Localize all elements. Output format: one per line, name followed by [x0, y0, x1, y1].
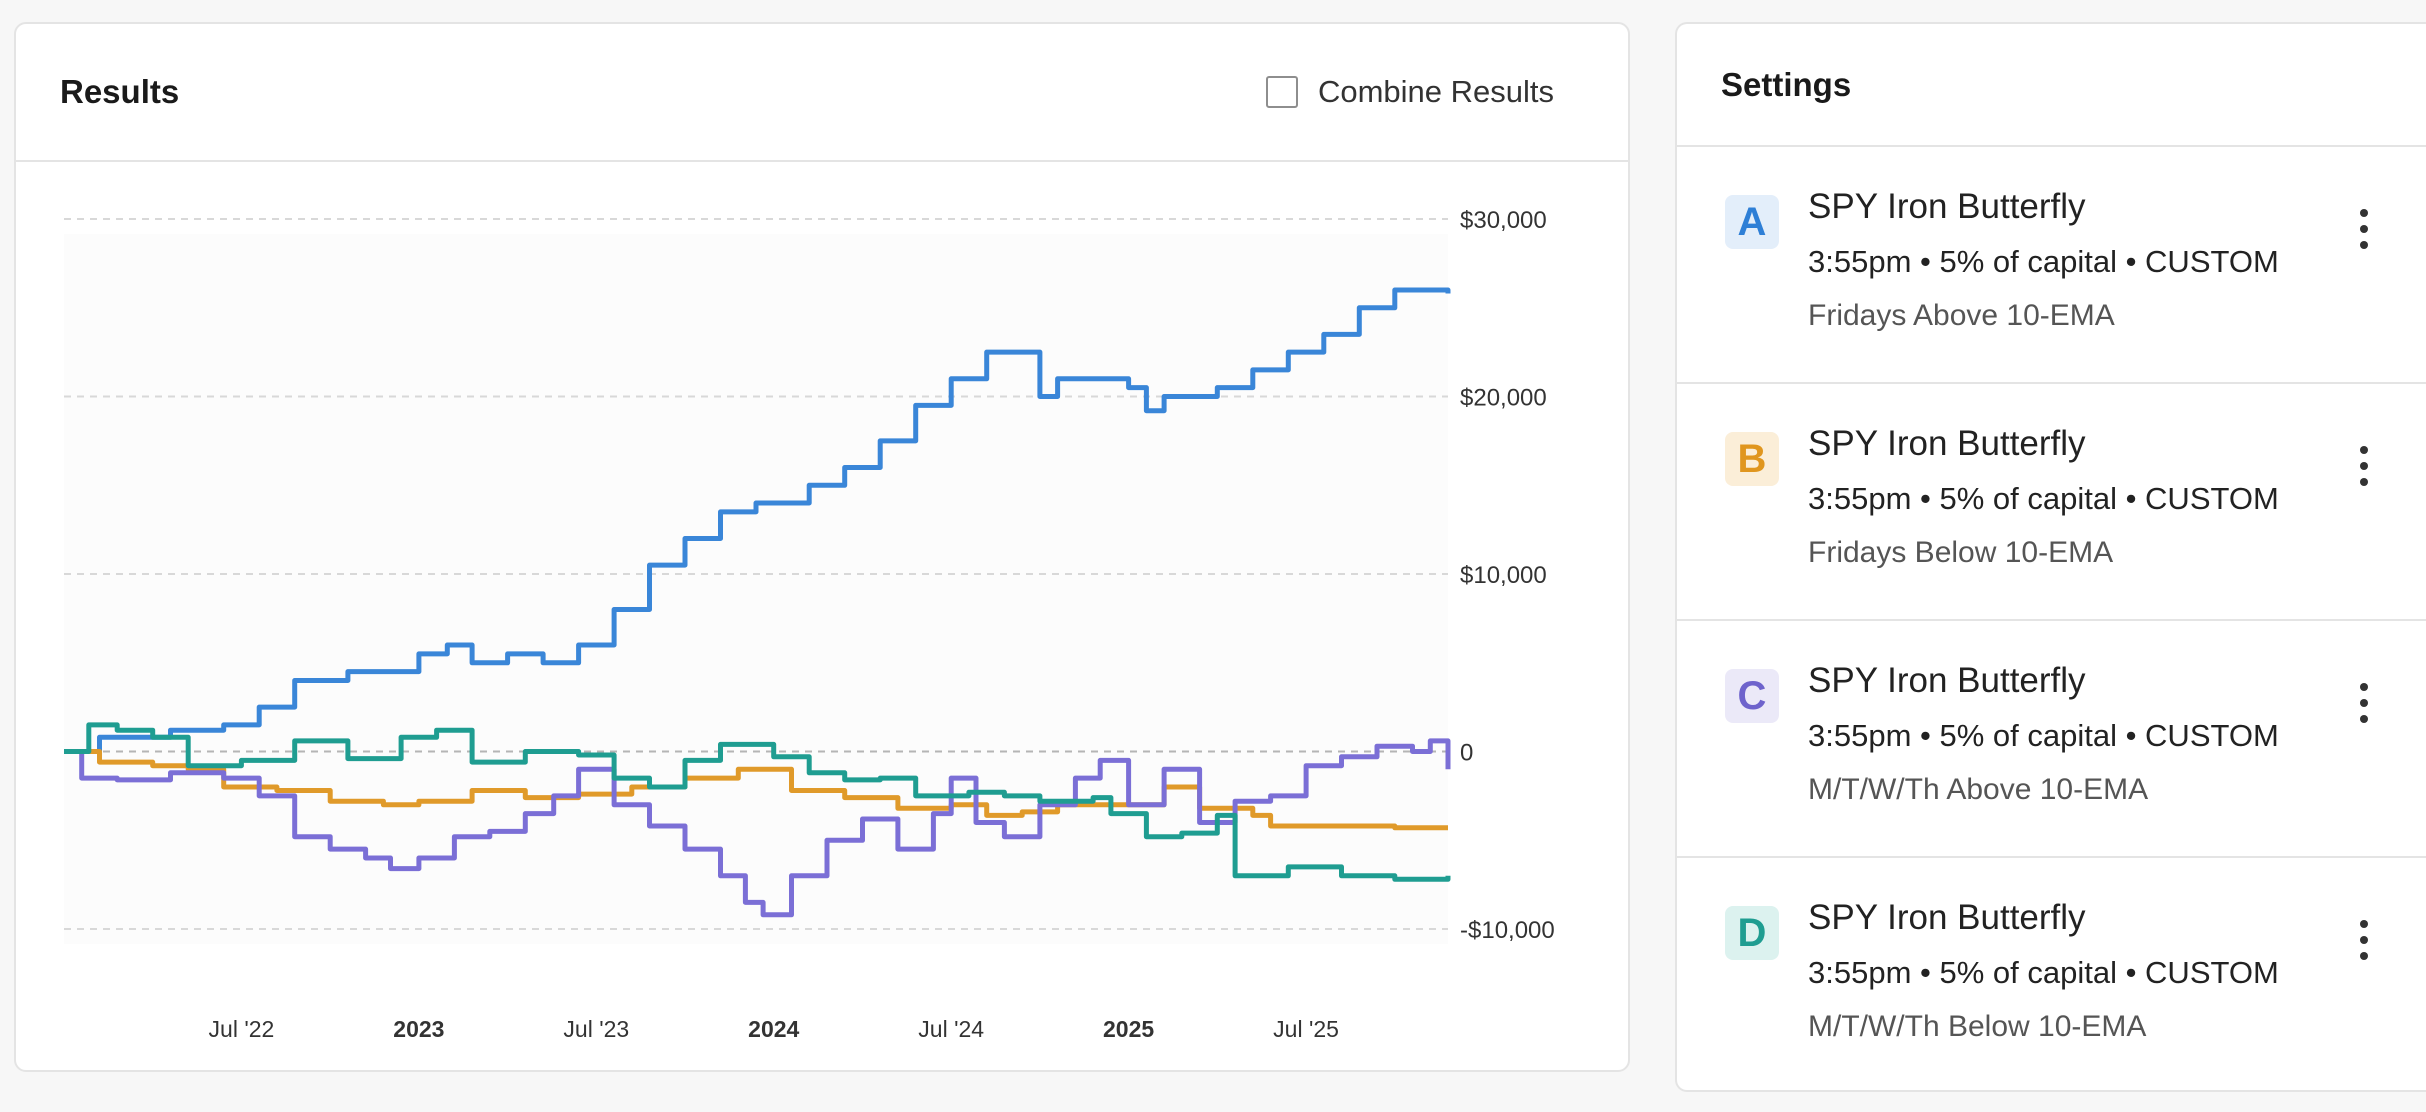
series-line-c: [64, 738, 1451, 918]
settings-title: Settings: [1721, 65, 1852, 103]
x-tick-label: Jul '24: [918, 1016, 984, 1042]
strategy-card-c[interactable]: C SPY Iron Butterfly 3:55pm • 5% of capi…: [1677, 621, 2426, 858]
strategy-badge: C: [1725, 669, 1779, 723]
more-options-icon[interactable]: [2352, 209, 2376, 249]
strategy-card-a[interactable]: A SPY Iron Butterfly 3:55pm • 5% of capi…: [1677, 147, 2426, 384]
strategy-note: Fridays Below 10-EMA: [1808, 536, 2114, 569]
x-tick-label: Jul '22: [209, 1016, 275, 1042]
series-line-d: [64, 722, 1451, 882]
strategy-meta: 3:55pm • 5% of capital • CUSTOM: [1808, 955, 2279, 990]
results-chart[interactable]: $30,000 $20,000 $10,000 0 -$10,000 Jul '22 202…: [16, 164, 1628, 1064]
x-tick-label: Jul '25: [1273, 1016, 1339, 1042]
results-title: Results: [60, 73, 180, 110]
x-tick-label: 2025: [1103, 1016, 1154, 1042]
strategy-meta: 3:55pm • 5% of capital • CUSTOM: [1808, 244, 2279, 279]
plot-area: [64, 234, 1448, 944]
series-line-a: [64, 287, 1451, 754]
y-tick-label: $10,000: [1460, 562, 1547, 589]
strategy-badge: B: [1725, 432, 1779, 486]
strategy-name: SPY Iron Butterfly: [1808, 661, 2086, 700]
y-tick-label: 0: [1460, 740, 1473, 767]
combine-results-checkbox[interactable]: [1265, 76, 1298, 108]
more-options-icon[interactable]: [2352, 920, 2376, 960]
x-tick-label: Jul '23: [563, 1016, 629, 1042]
combine-results-toggle[interactable]: Combine Results: [1265, 74, 1554, 110]
strategy-badge: A: [1725, 195, 1779, 249]
strategy-note: M/T/W/Th Above 10-EMA: [1808, 773, 2149, 806]
strategy-name: SPY Iron Butterfly: [1808, 424, 2086, 463]
strategy-card-d[interactable]: D SPY Iron Butterfly 3:55pm • 5% of capi…: [1677, 858, 2426, 1095]
settings-panel: Settings A SPY Iron Butterfly 3:55pm • 5…: [1675, 22, 2426, 1092]
y-tick-label: $30,000: [1460, 207, 1547, 234]
strategy-name: SPY Iron Butterfly: [1808, 898, 2086, 937]
strategy-card-b[interactable]: B SPY Iron Butterfly 3:55pm • 5% of capi…: [1677, 384, 2426, 621]
series-line-b: [64, 749, 1448, 831]
strategy-meta: 3:55pm • 5% of capital • CUSTOM: [1808, 718, 2279, 753]
more-options-icon[interactable]: [2352, 446, 2376, 486]
y-tick-label: -$10,000: [1460, 917, 1555, 944]
y-tick-label: $20,000: [1460, 385, 1547, 412]
strategy-badge: D: [1725, 906, 1779, 960]
results-panel: Results Combine Results $30,000 $20,000 $1…: [14, 22, 1630, 1072]
settings-header: Settings: [1677, 24, 2426, 147]
strategy-note: M/T/W/Th Below 10-EMA: [1808, 1010, 2147, 1043]
strategy-note: Fridays Above 10-EMA: [1808, 299, 2115, 332]
results-header: Results Combine Results: [16, 24, 1628, 162]
more-options-icon[interactable]: [2352, 683, 2376, 723]
x-tick-label: 2023: [393, 1016, 444, 1042]
strategy-meta: 3:55pm • 5% of capital • CUSTOM: [1808, 481, 2279, 516]
strategy-name: SPY Iron Butterfly: [1808, 187, 2086, 226]
x-tick-label: 2024: [748, 1016, 799, 1042]
strategy-list: A SPY Iron Butterfly 3:55pm • 5% of capi…: [1677, 147, 2426, 1095]
combine-results-label: Combine Results: [1317, 74, 1554, 109]
